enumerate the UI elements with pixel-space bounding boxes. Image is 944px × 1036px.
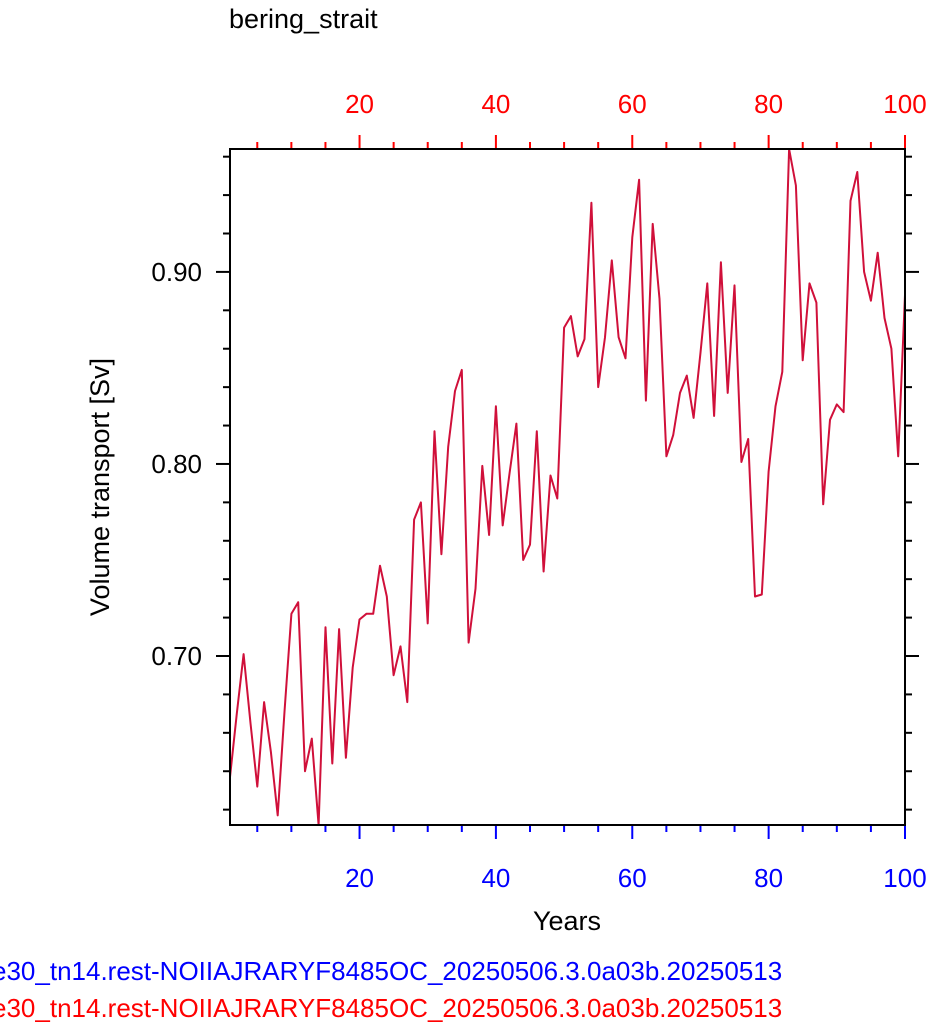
top-tick-label: 100 — [883, 89, 926, 119]
bottom-tick-label: 60 — [618, 863, 647, 893]
caption-red: e30_tn14.rest-NOIIAJRARYF8485OC_20250506… — [0, 993, 782, 1023]
top-tick-label: 40 — [481, 89, 510, 119]
top-x-axis: 20 40 60 80 100 — [230, 89, 927, 150]
series-line — [229, 148, 906, 826]
top-tick-label: 20 — [345, 89, 374, 119]
series-group — [229, 148, 906, 826]
bottom-tick-label: 100 — [883, 863, 926, 893]
caption-blue: e30_tn14.rest-NOIIAJRARYF8485OC_20250506… — [0, 956, 782, 986]
y-tick-label: 0.70 — [151, 641, 202, 671]
y-tick-label: 0.90 — [151, 257, 202, 287]
bottom-tick-label: 40 — [481, 863, 510, 893]
top-tick-label: 80 — [754, 89, 783, 119]
top-tick-label: 60 — [618, 89, 647, 119]
bottom-tick-label: 80 — [754, 863, 783, 893]
bottom-x-axis: 20 40 60 80 100 — [230, 824, 927, 893]
plot-frame — [229, 148, 906, 826]
left-y-axis: 0.70 0.80 0.90 — [151, 155, 230, 811]
y-tick-label: 0.80 — [151, 449, 202, 479]
right-y-axis — [905, 155, 919, 811]
bottom-tick-label: 20 — [345, 863, 374, 893]
y-axis-label: Volume transport [Sv] — [85, 358, 115, 616]
chart-title: bering_strait — [229, 4, 378, 34]
x-axis-label: Years — [533, 906, 601, 936]
